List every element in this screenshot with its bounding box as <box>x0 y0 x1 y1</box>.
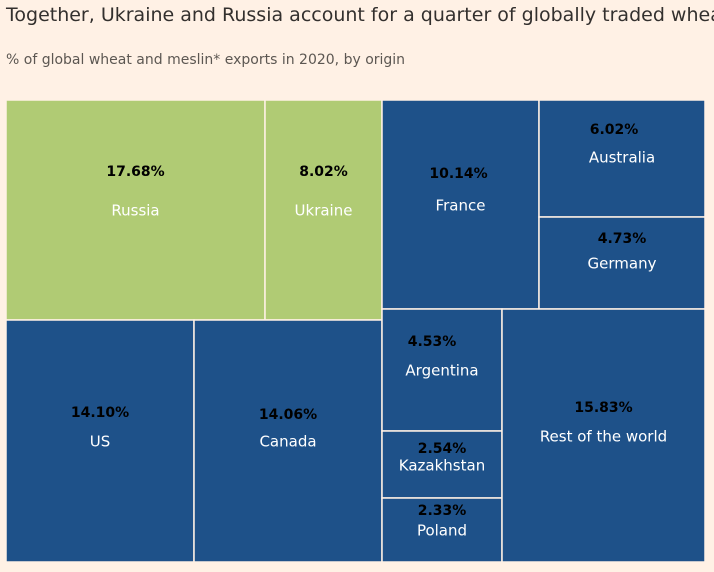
value-label-france: 10.14% <box>429 166 487 182</box>
value-label-germany: 4.73% <box>598 231 647 247</box>
value-label-us: 14.10% <box>71 405 129 421</box>
tile-russia <box>5 99 266 321</box>
name-label-us: US <box>90 433 111 451</box>
value-label-ukraine: 8.02% <box>299 164 348 180</box>
value-label-kazakhstan: 2.54% <box>418 441 467 457</box>
name-label-argentina: Argentina <box>405 362 478 380</box>
value-label-russia: 17.68% <box>106 164 164 180</box>
tile-canada <box>193 319 383 563</box>
tile-us <box>5 319 195 563</box>
tile-australia <box>538 99 706 218</box>
chart-subtitle: % of global wheat and meslin* exports in… <box>6 52 406 68</box>
value-label-canada: 14.06% <box>259 407 317 423</box>
value-label-argentina: 4.53% <box>408 334 457 350</box>
name-label-poland: Poland <box>417 522 467 540</box>
name-label-australia: Australia <box>589 149 655 167</box>
value-label-poland: 2.33% <box>418 503 467 519</box>
chart-title: Together, Ukraine and Russia account for… <box>6 4 714 26</box>
name-label-rest-of-the-world: Rest of the world <box>540 428 667 446</box>
value-label-australia: 6.02% <box>590 122 639 138</box>
name-label-canada: Canada <box>259 433 316 451</box>
tile-france <box>381 99 540 310</box>
tile-germany <box>538 216 706 310</box>
name-label-russia: Russia <box>111 202 159 220</box>
name-label-ukraine: Ukraine <box>295 202 353 220</box>
tile-rest-of-the-world <box>501 308 706 563</box>
name-label-germany: Germany <box>588 255 657 273</box>
name-label-kazakhstan: Kazakhstan <box>399 457 485 475</box>
tile-kazakhstan <box>381 430 503 499</box>
value-label-rest-of-the-world: 15.83% <box>574 400 632 416</box>
name-label-france: France <box>436 197 486 215</box>
